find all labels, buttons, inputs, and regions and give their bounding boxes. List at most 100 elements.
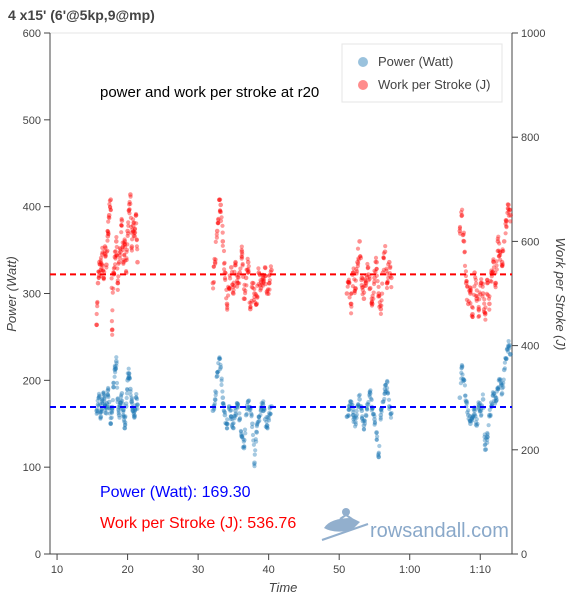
data-point — [467, 419, 472, 424]
data-point — [381, 251, 386, 256]
data-point — [377, 300, 382, 305]
data-point — [115, 396, 120, 401]
data-point — [461, 238, 466, 243]
data-point — [359, 278, 364, 283]
data-point — [352, 289, 357, 294]
data-point — [238, 428, 243, 434]
data-point — [215, 370, 220, 375]
data-point — [230, 421, 235, 426]
data-point — [256, 270, 262, 276]
data-point — [497, 378, 503, 383]
data-point — [506, 207, 511, 212]
data-point — [107, 198, 112, 203]
data-point — [376, 450, 381, 455]
data-point — [122, 241, 128, 247]
data-point — [97, 402, 103, 407]
data-point — [460, 233, 465, 238]
data-point — [488, 413, 493, 419]
data-point — [110, 290, 115, 295]
data-point — [242, 427, 248, 432]
data-point — [356, 402, 361, 407]
data-point — [108, 207, 113, 212]
data-point — [127, 376, 132, 381]
data-point — [122, 426, 127, 431]
data-point — [103, 407, 108, 412]
data-point — [382, 386, 388, 392]
data-point — [468, 301, 473, 306]
data-point — [106, 213, 112, 218]
data-point — [355, 404, 360, 409]
data-point — [504, 356, 509, 361]
data-point — [508, 352, 513, 357]
data-point — [252, 294, 257, 299]
data-point — [131, 410, 137, 415]
data-point — [118, 253, 123, 258]
data-point — [252, 286, 257, 292]
data-point — [249, 284, 254, 289]
data-point — [134, 221, 139, 226]
data-point — [214, 374, 219, 379]
data-point — [114, 363, 119, 368]
data-point — [503, 231, 508, 236]
data-point — [504, 218, 509, 223]
data-point — [227, 287, 232, 292]
data-point — [214, 232, 219, 237]
data-point — [467, 414, 472, 419]
data-point — [385, 271, 390, 276]
data-point — [117, 256, 122, 261]
data-point — [502, 366, 507, 371]
data-point — [221, 401, 226, 406]
data-point — [239, 429, 244, 434]
x-tick-label: 1:00 — [399, 564, 420, 576]
data-point — [500, 264, 505, 269]
data-point — [100, 401, 105, 406]
data-point — [225, 426, 230, 431]
data-point — [462, 378, 467, 383]
data-point — [125, 233, 130, 238]
data-point — [235, 280, 240, 286]
data-point — [489, 400, 494, 405]
data-point — [261, 277, 266, 282]
data-point — [468, 421, 473, 427]
data-point — [124, 401, 129, 406]
data-point — [352, 288, 357, 293]
data-point — [358, 254, 363, 259]
data-point — [131, 220, 136, 225]
data-point — [470, 414, 475, 420]
data-point — [261, 408, 266, 414]
data-point — [476, 405, 481, 410]
data-point — [461, 232, 466, 237]
data-point — [366, 278, 371, 283]
data-point — [349, 311, 354, 316]
data-point — [374, 259, 379, 265]
data-point — [382, 391, 388, 396]
data-point — [357, 239, 362, 244]
data-point — [248, 306, 253, 312]
data-point — [217, 197, 222, 202]
data-point — [474, 423, 480, 428]
data-point — [474, 296, 480, 302]
data-point — [100, 397, 105, 402]
data-point — [227, 285, 232, 290]
data-point — [468, 290, 473, 295]
data-point — [244, 283, 249, 288]
data-point — [257, 418, 262, 423]
data-point — [461, 239, 467, 244]
data-point — [121, 407, 126, 413]
y-right-tick-label: 0 — [521, 549, 527, 561]
data-point — [373, 259, 378, 264]
data-point — [218, 362, 223, 367]
data-point — [464, 399, 469, 404]
data-point — [458, 381, 463, 386]
data-point — [227, 286, 232, 291]
data-point — [251, 442, 256, 447]
data-point — [130, 408, 136, 414]
data-point — [476, 404, 481, 409]
data-point — [360, 416, 365, 421]
data-point — [247, 300, 252, 305]
data-point — [100, 268, 105, 273]
data-point — [485, 278, 490, 283]
data-point — [482, 434, 487, 440]
data-point — [94, 411, 99, 416]
data-point — [461, 379, 466, 384]
